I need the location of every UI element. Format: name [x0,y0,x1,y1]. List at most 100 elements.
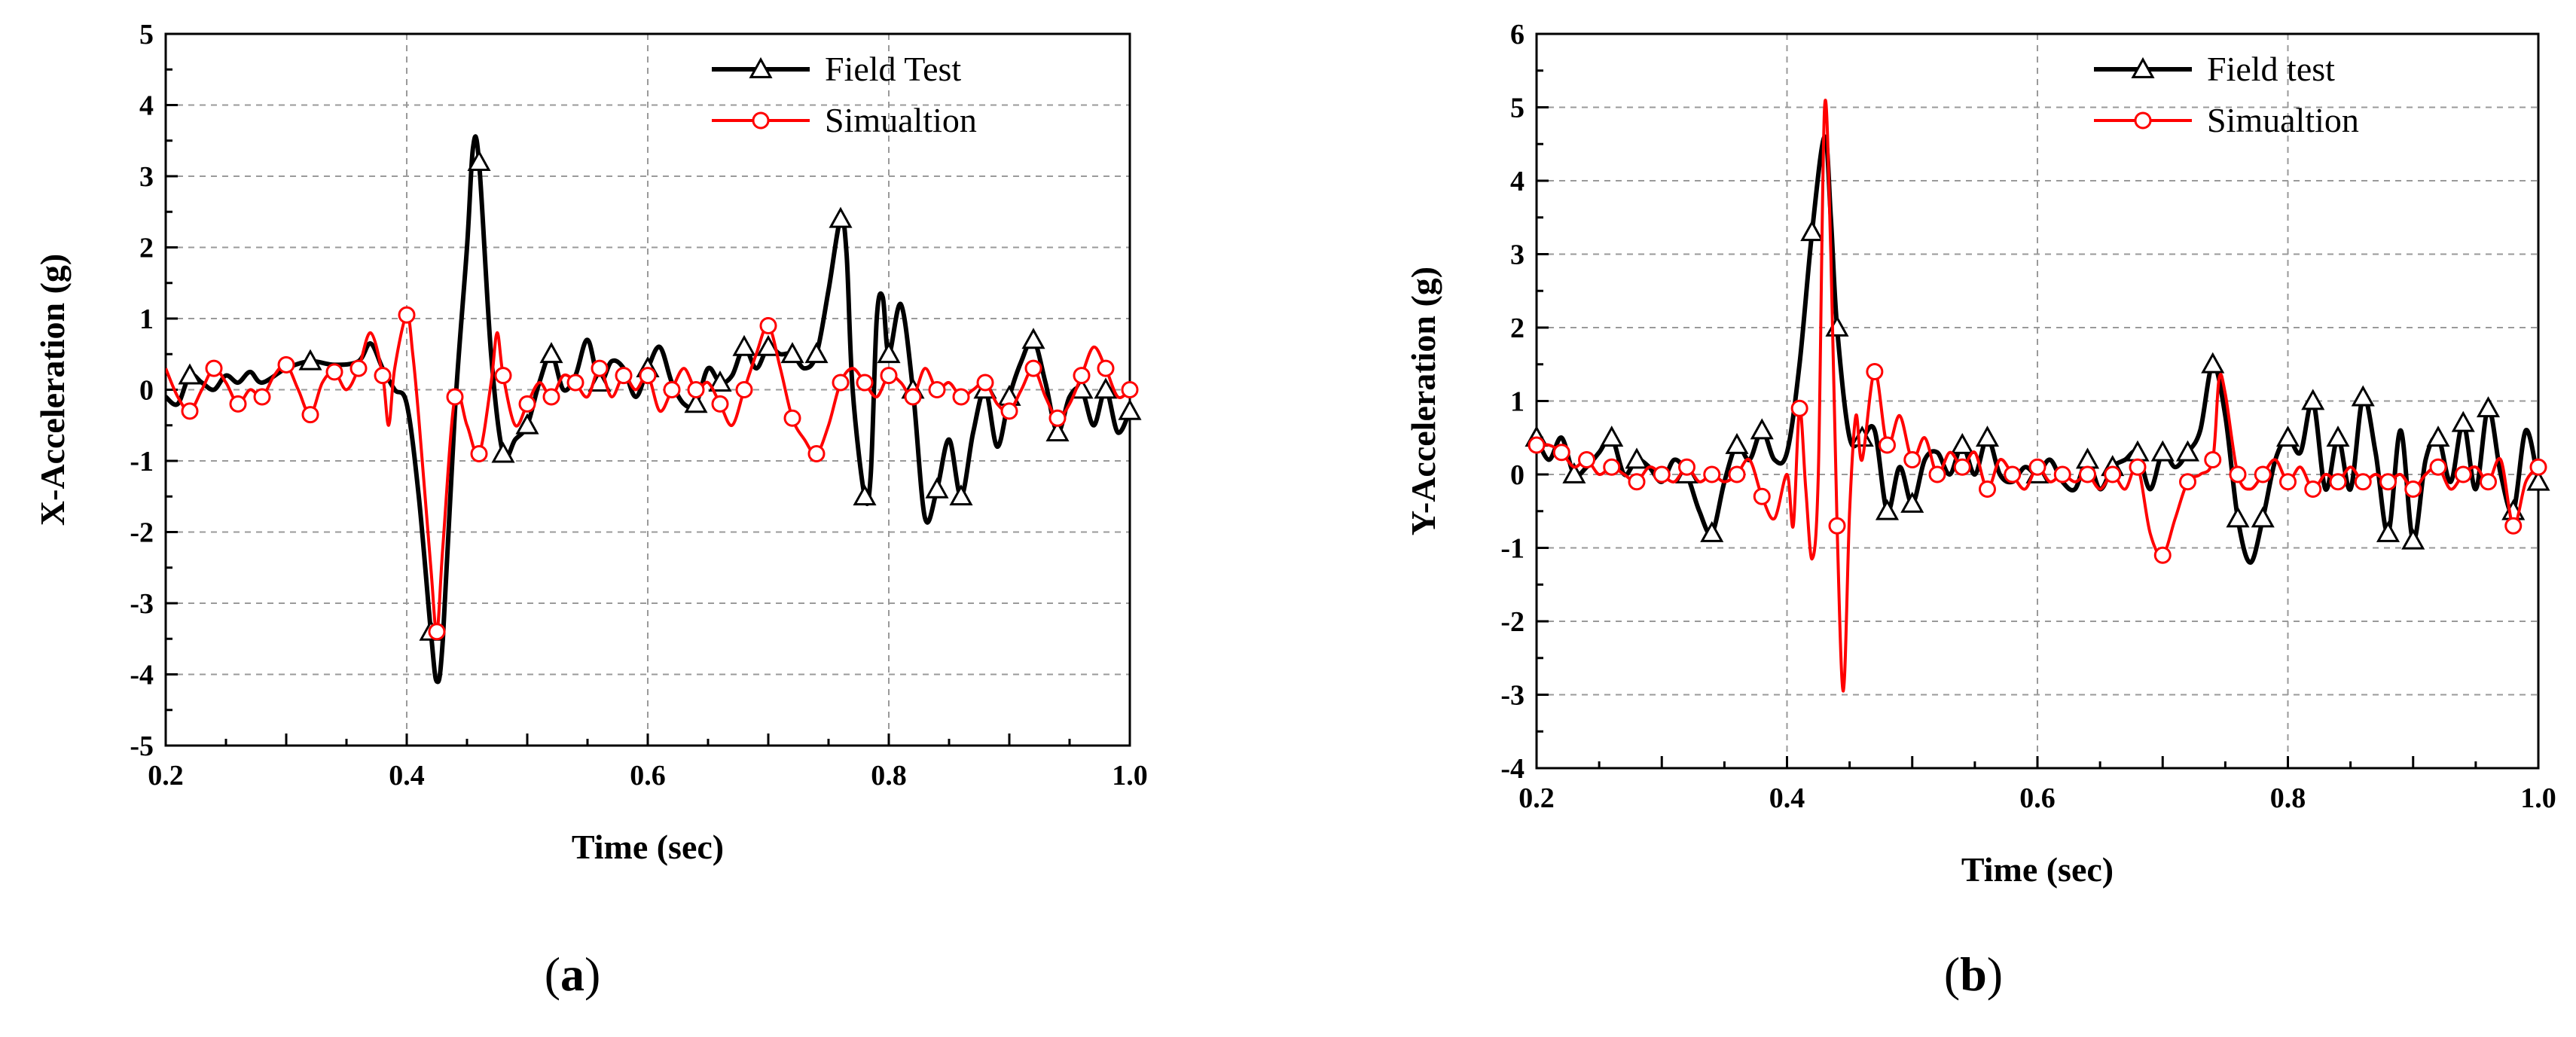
chart-panel-a: 0.2 0.4 0.6 0.8 1.0-5-4-3-2-1012345Time (sec… [33,19,1148,1001]
data-point-simulation [1579,453,1595,468]
data-point-simulation [2181,474,2196,490]
data-point-field-test [2479,398,2498,416]
data-point-field-test [1727,435,1747,453]
data-point-simulation [2055,467,2070,482]
x-tick-label: 0.4 [389,760,425,791]
data-point-simulation [2255,467,2270,482]
data-point-field-test [2203,355,2223,372]
data-point-simulation [2455,467,2471,482]
data-point-field-test [807,344,826,361]
y-tick-label: -3 [1500,680,1525,712]
x-tick-label: 0.6 [630,760,666,791]
data-point-field-test [1827,318,1847,335]
data-point-field-test [542,344,561,361]
data-point-simulation [429,624,444,639]
data-point-simulation [833,375,848,390]
data-point-field-test [1802,222,1822,239]
data-point-simulation [688,383,704,398]
data-point-field-test [1978,428,1998,445]
legend-label: Simualtion [825,101,977,139]
data-point-simulation [1074,368,1089,383]
data-point-simulation [255,389,270,404]
x-tick-label: 0.4 [1769,782,1805,814]
y-tick-label: -4 [1500,753,1525,785]
data-point-field-test [2353,388,2373,405]
data-point-simulation [616,368,631,383]
data-point-field-test [2278,428,2298,445]
data-point-simulation [1098,361,1113,376]
y-tick-label: 1 [1510,386,1525,418]
data-point-simulation [905,389,920,404]
y-tick-label: -2 [1500,606,1525,638]
data-point-field-test [180,366,200,383]
y-tick-label: 5 [139,19,154,50]
data-point-simulation [568,375,583,390]
data-point-simulation [2130,459,2145,474]
caption-close-paren: ) [1987,947,2003,1001]
x-axis-label: Time (sec) [1961,850,2114,889]
data-point-field-test [1602,428,1622,445]
y-tick-label: 5 [1510,93,1525,124]
data-point-simulation [2080,467,2095,482]
data-point-simulation [1680,459,1695,474]
data-point-simulation [1729,467,1744,482]
data-point-simulation [2330,474,2346,490]
x-tick-label: 0.2 [1518,782,1555,814]
panel-caption: (a) [545,947,601,1001]
data-point-field-test [1903,494,1922,511]
data-point-simulation [1880,438,1895,453]
data-point-field-test [2303,392,2323,409]
data-point-simulation [929,383,945,398]
y-tick-label: 1 [139,303,154,335]
data-point-field-test [2404,531,2423,548]
data-point-field-test [2453,413,2473,431]
data-point-simulation [2230,467,2245,482]
legend-label: Simualtion [2207,101,2359,139]
x-axis-label: Time (sec) [572,828,724,866]
caption-letter: b [1960,947,1987,1001]
data-point-simulation [327,364,342,380]
data-point-simulation [399,307,414,322]
y-tick-label: 2 [139,233,154,264]
data-point-simulation [1705,467,1720,482]
caption-open-paren: ( [545,947,560,1001]
y-tick-label: 0 [1510,459,1525,491]
data-point-field-test [734,337,754,355]
data-point-simulation [230,396,246,411]
data-point-field-test [1627,450,1647,468]
data-point-field-test [2328,428,2348,445]
data-point-simulation [2005,467,2020,482]
data-point-simulation [881,368,896,383]
data-point-simulation [761,318,776,333]
legend-label: Field Test [825,50,961,88]
x-tick-label: 0.8 [2270,782,2306,814]
panel-caption: (b) [1944,947,2003,1001]
y-tick-label: 2 [1510,313,1525,344]
data-point-simulation [713,396,728,411]
y-tick-label: -5 [130,730,154,762]
data-point-simulation [303,407,318,422]
x-tick-label: 0.6 [2019,782,2056,814]
y-axis-label: Y-Acceleration (g) [1404,267,1442,535]
data-point-field-test [1752,421,1772,438]
data-point-simulation [592,361,607,376]
data-point-field-test [951,486,971,504]
data-point-simulation [351,361,366,376]
data-point-field-test [831,209,850,227]
data-point-simulation [1792,401,1807,416]
data-point-simulation [2506,518,2521,533]
data-point-simulation [1026,361,1041,376]
data-point-simulation [737,383,752,398]
data-point-simulation [640,368,655,383]
data-point-simulation [2281,474,2296,490]
data-point-simulation [978,375,993,390]
data-point-simulation [206,361,221,376]
legend-marker-circle [2135,113,2150,128]
caption-open-paren: ( [1944,947,1960,1001]
legend-label: Field test [2207,50,2335,88]
data-point-simulation [1122,383,1137,398]
data-point-simulation [1529,438,1544,453]
y-tick-label: 3 [139,161,154,193]
data-point-simulation [1604,459,1619,474]
x-tick-label: 0.2 [148,760,184,791]
